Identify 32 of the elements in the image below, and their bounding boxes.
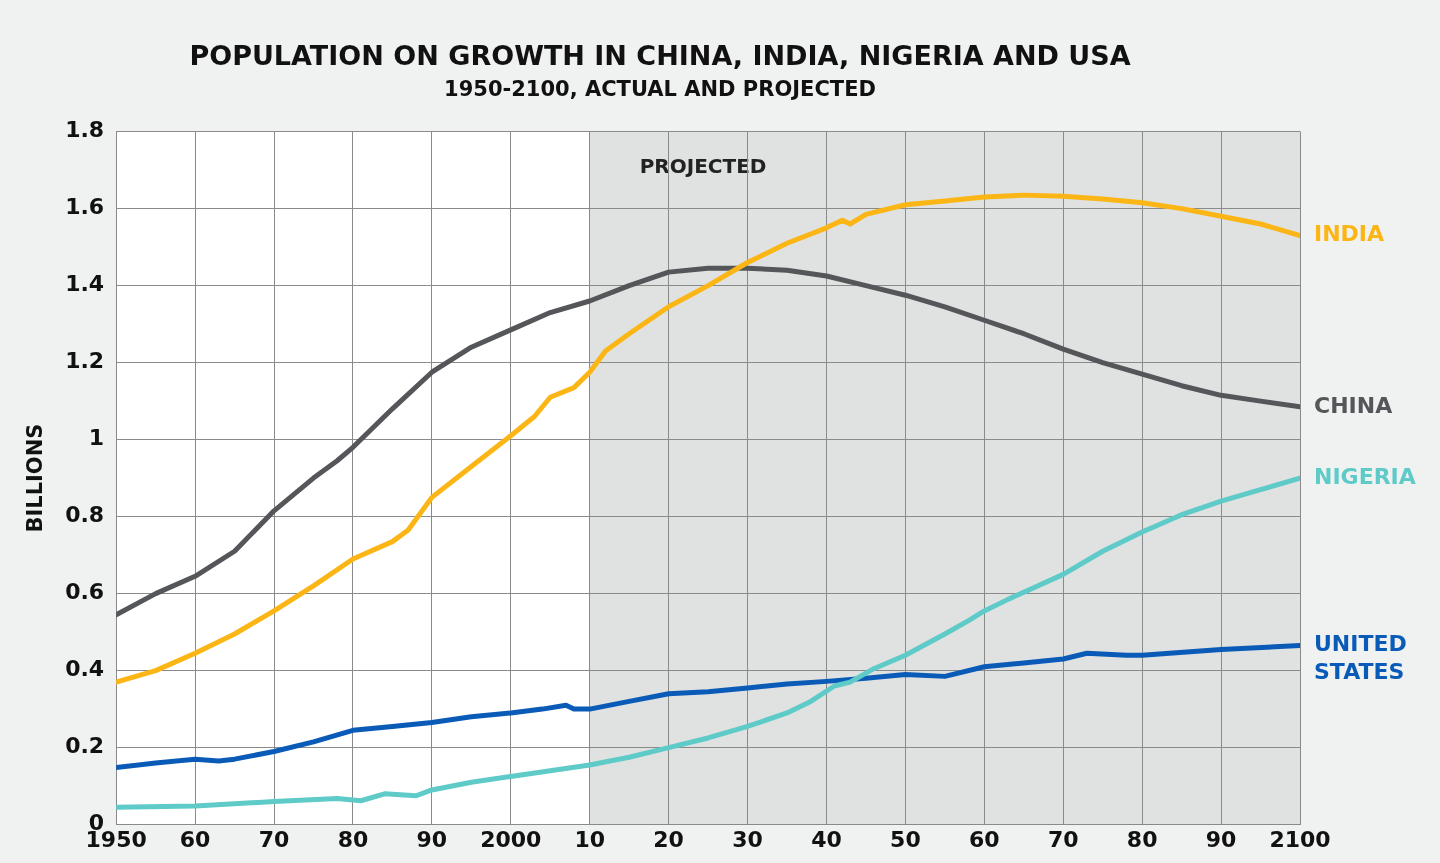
x-tick-label: 30 xyxy=(732,826,763,852)
y-tick-label: 0.8 xyxy=(65,502,105,528)
x-tick-label: 2100 xyxy=(1269,826,1331,852)
x-tick-label: 80 xyxy=(337,826,369,852)
x-tick-label: 80 xyxy=(1126,826,1158,852)
y-tick-label: 1 xyxy=(88,425,105,451)
y-tick-label: 0.4 xyxy=(65,656,105,682)
y-tick-label: 1.6 xyxy=(65,194,105,220)
x-tick-label: 70 xyxy=(1047,826,1079,852)
series-label: INDIA xyxy=(1314,221,1385,247)
y-tick-label: 0.6 xyxy=(65,579,105,605)
x-tick-label: 40 xyxy=(811,826,842,852)
x-tick-label: 60 xyxy=(969,826,1000,852)
y-tick-label: 0.2 xyxy=(65,733,105,759)
y-axis-title: BILLIONS xyxy=(23,423,48,533)
series-label: NIGERIA xyxy=(1314,463,1416,489)
x-tick-label: 50 xyxy=(890,826,921,852)
chart-subtitle: 1950-2100, ACTUAL AND PROJECTED xyxy=(444,77,876,102)
series-label: CHINA xyxy=(1314,392,1393,418)
x-tick-label: 70 xyxy=(258,826,290,852)
x-tick-label: 60 xyxy=(179,826,211,852)
y-tick-label: 1.8 xyxy=(65,117,105,143)
series-label: UNITED STATES xyxy=(1314,631,1407,685)
x-tick-label: 2000 xyxy=(480,826,542,852)
band-label: PROJECTED xyxy=(639,153,767,178)
x-tick-label: 10 xyxy=(574,826,606,852)
y-tick-label: 1.2 xyxy=(65,348,105,374)
chart-title: POPULATION ON GROWTH IN CHINA, INDIA, NIGERIA AND USA xyxy=(189,40,1131,72)
y-tick-label: 1.4 xyxy=(65,271,105,297)
x-tick-label: 20 xyxy=(653,826,684,852)
x-tick-label: 90 xyxy=(1205,826,1237,852)
x-tick-label: 90 xyxy=(416,826,448,852)
